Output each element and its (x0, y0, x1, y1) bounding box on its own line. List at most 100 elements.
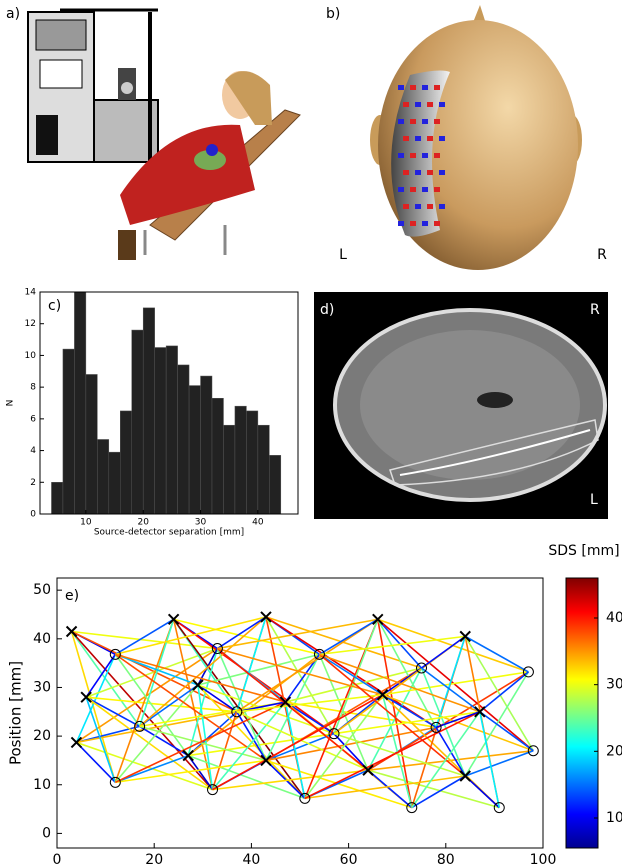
optode (398, 221, 404, 226)
channel (367, 769, 413, 809)
channel (115, 653, 286, 703)
y-tick-label: 6 (30, 414, 36, 424)
optode (434, 187, 440, 192)
channel (139, 725, 267, 762)
source (376, 689, 389, 701)
panel-label: c) (48, 298, 61, 314)
channel (114, 653, 189, 757)
x-tick-label: 60 (340, 852, 358, 867)
y-tick-label: 12 (25, 319, 36, 329)
channel (435, 636, 467, 728)
plot-frame (56, 577, 544, 849)
x-axis-label: Source-detector separation [mm] (94, 528, 244, 538)
optode (415, 170, 421, 175)
optode (410, 187, 416, 192)
source (65, 625, 78, 638)
detector (211, 643, 223, 655)
optode (415, 102, 421, 107)
channel (236, 693, 383, 713)
channel (75, 741, 116, 783)
channel (333, 733, 369, 771)
side-label: L (590, 492, 598, 508)
colorbar-tick-label: 40 (606, 610, 622, 626)
channel (319, 653, 384, 696)
channel (464, 635, 534, 752)
y-tick-label: 10 (33, 777, 51, 793)
channel (284, 653, 321, 703)
bar (211, 397, 224, 515)
channel (212, 694, 384, 791)
channel (265, 732, 335, 762)
channel (333, 710, 480, 735)
x-tick-label: 20 (137, 518, 149, 528)
y-tick-label: 0 (30, 510, 36, 520)
optode (403, 204, 409, 209)
optode (403, 102, 409, 107)
channel (187, 648, 219, 756)
y-tick-label: 40 (33, 631, 51, 647)
detector (430, 721, 442, 733)
optode (439, 170, 445, 175)
channel (115, 754, 189, 784)
side-label: R (590, 302, 600, 318)
channel (217, 647, 383, 696)
bar (74, 291, 87, 515)
y-tick-label: 10 (25, 351, 37, 361)
channel (479, 711, 534, 752)
channel (319, 618, 379, 656)
panel-label: e) (65, 588, 79, 604)
channel (236, 618, 379, 713)
channel (284, 701, 335, 735)
optode (439, 136, 445, 141)
channel (411, 711, 481, 809)
channel (479, 671, 529, 713)
detector (328, 728, 340, 740)
optode (434, 153, 440, 158)
y-tick-label: 20 (33, 728, 51, 744)
optode (403, 136, 409, 141)
channel (115, 653, 199, 686)
bar (97, 439, 110, 515)
channel (139, 725, 189, 757)
y-tick-label: 0 (42, 825, 51, 841)
detector (522, 666, 534, 678)
optode (410, 119, 416, 124)
illustration (27, 8, 301, 260)
mri-image (314, 292, 608, 519)
channel (216, 647, 369, 771)
colorbar-tick-label: 20 (606, 743, 622, 759)
y-axis-label: N (6, 400, 16, 407)
channel (304, 694, 384, 799)
source (167, 613, 180, 626)
channel (367, 769, 500, 809)
colorbar-label: SDS [mm] (548, 543, 619, 559)
channel (464, 775, 500, 809)
channel (197, 684, 335, 735)
optode (439, 204, 445, 209)
channel (236, 711, 267, 761)
optode (434, 85, 440, 90)
source (260, 754, 272, 767)
channel (114, 619, 175, 783)
y-tick-label: 14 (25, 288, 37, 298)
channel (173, 618, 320, 656)
source (260, 611, 272, 623)
source (80, 691, 92, 703)
channel (304, 775, 466, 800)
channel (212, 769, 369, 791)
channel (236, 711, 369, 771)
optode (403, 170, 409, 175)
optode (422, 153, 428, 158)
optode (415, 136, 421, 141)
bar (165, 345, 178, 515)
channel (85, 696, 117, 783)
channel (85, 696, 141, 728)
channel (114, 701, 286, 784)
optode (434, 119, 440, 124)
optode (422, 119, 428, 124)
optode (410, 85, 416, 90)
optode (410, 221, 416, 226)
x-tick-label: 40 (242, 852, 260, 867)
channel (188, 732, 335, 757)
bar (51, 482, 64, 515)
